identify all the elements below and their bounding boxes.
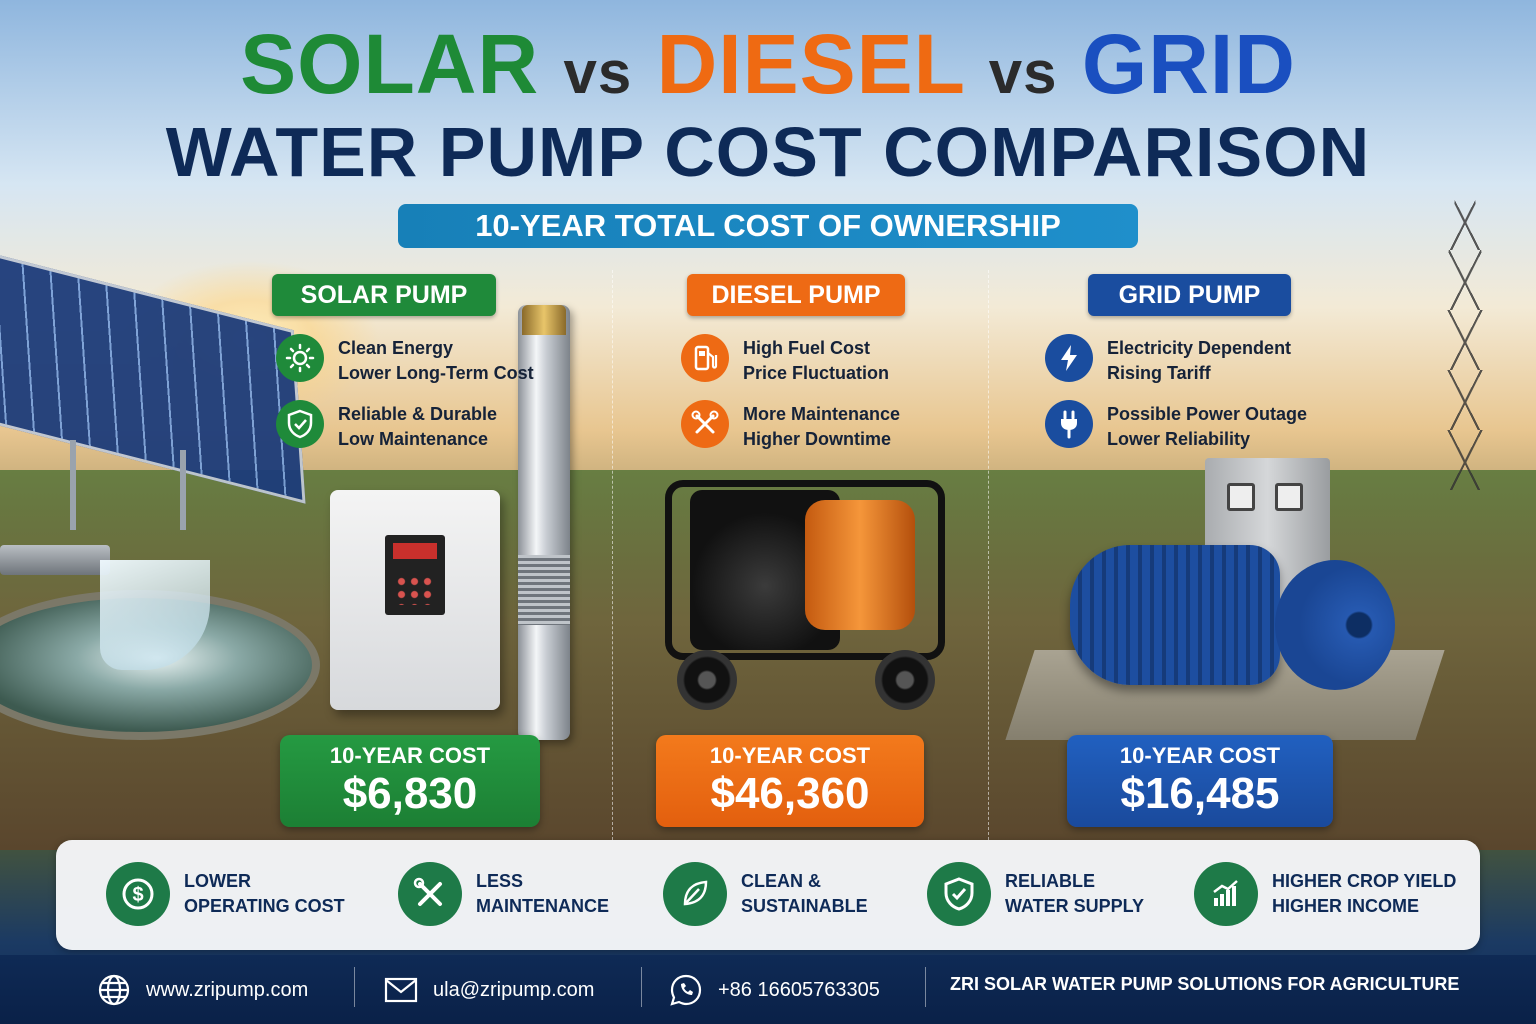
feature-line: Reliable & Durable [338, 404, 498, 424]
solar-feature: Clean Energy Lower Long-Term Cost [276, 334, 534, 386]
benefit-line: LOWER [184, 871, 251, 891]
title-vs: vs [563, 39, 633, 106]
grid-cost-box: 10-YEAR COST $16,485 [1067, 735, 1333, 827]
footer-tagline: ZRI SOLAR WATER PUMP SOLUTIONS FOR AGRIC… [950, 974, 1459, 995]
benefit-item: LESS MAINTENANCE [398, 862, 609, 926]
email-text[interactable]: ula@zripump.com [433, 978, 595, 1001]
power-tower-image [1420, 190, 1510, 490]
feature-line: Lower Long-Term Cost [338, 363, 534, 383]
dollar-down-icon: $ [106, 862, 170, 926]
shield-check-icon [276, 400, 324, 448]
feature-line: Possible Power Outage [1107, 404, 1308, 424]
wrench-icon [681, 400, 729, 448]
subtitle-banner: 10-YEAR TOTAL COST OF OWNERSHIP [398, 204, 1138, 248]
cost-value: $46,360 [710, 769, 870, 818]
benefit-line: RELIABLE [1005, 871, 1095, 891]
electric-motor-image [1070, 545, 1280, 685]
benefit-item: RELIABLE WATER SUPPLY [927, 862, 1144, 926]
sun-icon [276, 334, 324, 382]
title-solar: SOLAR [240, 17, 540, 111]
shield-check-icon [927, 862, 991, 926]
footer-bar: www.zripump.com ula@zripump.com +86 1660… [0, 955, 1536, 1024]
benefit-line: CLEAN & [741, 871, 821, 891]
lightning-icon [1045, 334, 1093, 382]
benefits-bar: $ LOWER OPERATING COST LESS MAINTENANCE CL… [56, 840, 1480, 950]
envelope-icon [383, 972, 419, 1008]
title-grid: GRID [1081, 17, 1296, 111]
benefit-item: HIGHER CROP YIELD HIGHER INCOME [1194, 862, 1456, 926]
cost-value: $6,830 [342, 769, 478, 818]
feature-line: More Maintenance [743, 404, 901, 424]
benefit-line: WATER SUPPLY [1005, 896, 1145, 916]
title-subheading: WATER PUMP COST COMPARISON [165, 113, 1371, 191]
grid-feature: Possible Power Outage Lower Reliability [1045, 400, 1308, 452]
benefit-item: CLEAN & SUSTAINABLE [663, 862, 868, 926]
grid-pump-label: GRID PUMP [1088, 274, 1291, 316]
cost-value: $16,485 [1120, 769, 1280, 818]
feature-line: Electricity Dependent [1107, 338, 1292, 358]
diesel-generator-image [665, 470, 945, 710]
benefit-line: HIGHER INCOME [1272, 896, 1420, 916]
section-divider [612, 270, 613, 840]
feature-line: Higher Downtime [743, 429, 892, 449]
footer-website[interactable]: www.zripump.com [96, 972, 308, 1008]
feature-line: High Fuel Cost [743, 338, 870, 358]
centrifugal-pump-image [1275, 560, 1395, 690]
footer-separator [925, 967, 926, 1007]
globe-icon [96, 972, 132, 1008]
benefit-line: MAINTENANCE [476, 896, 609, 916]
solar-feature: Reliable & Durable Low Maintenance [276, 400, 498, 452]
main-title: SOLAR vs DIESEL vs GRID [0, 22, 1536, 106]
solar-controller-image [330, 490, 500, 710]
title-diesel: DIESEL [656, 17, 965, 111]
diesel-feature: High Fuel Cost Price Fluctuation [681, 334, 890, 386]
whatsapp-icon [668, 972, 704, 1008]
tagline-text: ZRI SOLAR WATER PUMP SOLUTIONS FOR AGRIC… [950, 974, 1460, 994]
grid-feature: Electricity Dependent Rising Tariff [1045, 334, 1292, 386]
feature-line: Rising Tariff [1107, 363, 1211, 383]
leaf-icon [663, 862, 727, 926]
cost-label: 10-YEAR COST [1119, 743, 1281, 768]
title-vs: vs [988, 39, 1058, 106]
feature-line: Price Fluctuation [743, 363, 890, 383]
fuel-pump-icon [681, 334, 729, 382]
benefit-line: OPERATING COST [184, 896, 345, 916]
feature-line: Low Maintenance [338, 429, 489, 449]
cost-label: 10-YEAR COST [709, 743, 871, 768]
phone-text[interactable]: +86 16605763305 [718, 978, 880, 1001]
tools-icon [398, 862, 462, 926]
benefit-line: SUSTAINABLE [741, 896, 868, 916]
submersible-pump-image [518, 305, 570, 740]
section-divider [988, 270, 989, 840]
footer-separator [641, 967, 642, 1007]
solar-pump-label: SOLAR PUMP [272, 274, 496, 316]
diesel-cost-box: 10-YEAR COST $46,360 [656, 735, 924, 827]
feature-line: Lower Reliability [1107, 429, 1251, 449]
outlet-pipe-image [0, 545, 110, 575]
plug-icon [1045, 400, 1093, 448]
diesel-feature: More Maintenance Higher Downtime [681, 400, 901, 452]
benefit-line: LESS [476, 871, 524, 891]
feature-line: Clean Energy [338, 338, 454, 358]
diesel-pump-label: DIESEL PUMP [687, 274, 905, 316]
cost-label: 10-YEAR COST [329, 743, 491, 768]
solar-cost-box: 10-YEAR COST $6,830 [280, 735, 540, 827]
solar-panel-leg [70, 440, 76, 530]
benefit-item: $ LOWER OPERATING COST [106, 862, 345, 926]
website-text[interactable]: www.zripump.com [146, 978, 309, 1001]
benefit-line: HIGHER CROP YIELD [1272, 871, 1457, 891]
svg-text:$: $ [132, 884, 143, 906]
growth-chart-icon [1194, 862, 1258, 926]
footer-email[interactable]: ula@zripump.com [383, 972, 594, 1008]
footer-separator [354, 967, 355, 1007]
footer-phone[interactable]: +86 16605763305 [668, 972, 880, 1008]
solar-panel-leg [180, 450, 186, 530]
